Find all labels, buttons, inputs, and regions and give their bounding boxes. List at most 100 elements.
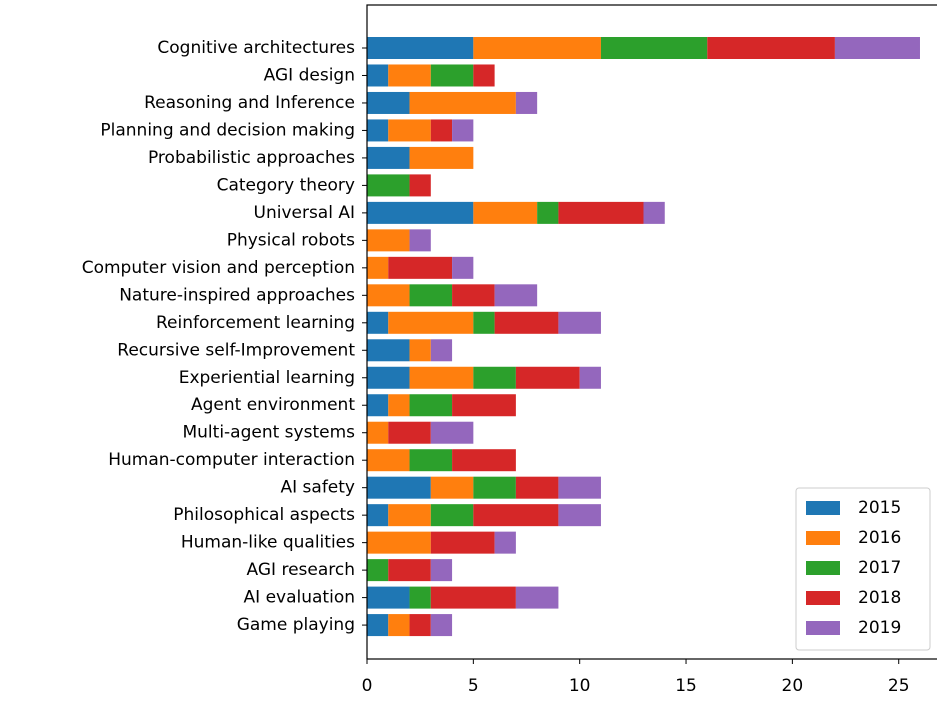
x-tick-label: 15 <box>675 676 697 696</box>
x-tick-label: 20 <box>782 676 804 696</box>
bar-segment <box>409 586 431 609</box>
bar-segment <box>515 91 538 114</box>
legend-box <box>795 487 931 651</box>
bar-segment <box>558 311 601 334</box>
y-tick-label: Planning and decision making <box>100 120 355 140</box>
bar-segment <box>367 366 410 389</box>
bar-segment <box>473 64 495 87</box>
bar-segment <box>367 504 389 527</box>
legend-swatch <box>806 501 840 515</box>
bar-segment <box>494 284 538 307</box>
y-tick-label: Reinforcement learning <box>156 313 355 333</box>
y-tick-label: AGI research <box>247 560 355 580</box>
bar-segment <box>388 256 453 279</box>
bar-segment <box>430 504 474 527</box>
bar-segment <box>388 64 431 87</box>
y-tick-label: Physical robots <box>227 230 355 250</box>
bar-segment <box>430 119 453 142</box>
bar-segment <box>388 559 431 582</box>
legend-label: 2017 <box>858 558 901 578</box>
bar-segment <box>367 586 410 609</box>
bar-segment <box>388 614 410 637</box>
bar-segment <box>558 476 601 499</box>
bar-segment <box>515 586 559 609</box>
y-tick-label: Human-like qualities <box>181 533 355 553</box>
bar-segment <box>367 119 389 142</box>
y-tick-label: Nature-inspired approaches <box>119 285 355 305</box>
bar-segment <box>452 119 474 142</box>
bar-segment <box>409 394 453 417</box>
bar-segment <box>409 449 453 472</box>
bar-segment <box>430 476 474 499</box>
y-tick-label: Probabilistic approaches <box>148 148 355 168</box>
bar-segment <box>367 37 474 59</box>
x-tick-label: 10 <box>569 676 591 696</box>
y-tick-label: Recursive self-Improvement <box>117 340 355 360</box>
bar-segment <box>388 504 431 527</box>
y-tick-label: Game playing <box>237 615 355 635</box>
bar-segment <box>473 366 516 389</box>
bar-segment <box>367 64 389 87</box>
bar-segment <box>515 366 580 389</box>
bar-segment <box>409 284 453 307</box>
bar-segment <box>367 284 410 307</box>
bar-segment <box>367 531 431 554</box>
bar-segment <box>430 614 453 637</box>
bar-segment <box>409 174 431 197</box>
bar-segment <box>367 311 389 334</box>
bar-segment <box>537 201 559 224</box>
bar-segment <box>834 37 920 59</box>
legend-label: 2018 <box>858 588 901 608</box>
bar-segment <box>367 201 474 224</box>
bar-segment <box>643 201 665 224</box>
bar-segment <box>367 146 410 169</box>
y-tick-label: Reasoning and Inference <box>144 93 355 113</box>
y-tick-label: AGI design <box>264 65 355 85</box>
bar-segment <box>409 146 474 169</box>
bar-segment <box>367 449 410 472</box>
bar-segment <box>430 421 474 444</box>
bar-segment <box>430 559 453 582</box>
bar-segment <box>367 174 410 197</box>
bar-segment <box>452 449 516 472</box>
bar-segment <box>388 119 431 142</box>
bar-segment <box>367 421 389 444</box>
y-tick-label: AI safety <box>281 478 356 498</box>
bar-segment <box>430 531 495 554</box>
legend-swatch <box>806 621 840 635</box>
bar-segment <box>409 614 431 637</box>
bar-segment <box>367 91 410 114</box>
bar-segment <box>367 614 389 637</box>
y-tick-label: Universal AI <box>254 203 356 223</box>
bar-segment <box>409 91 516 114</box>
bar-segment <box>473 311 495 334</box>
bar-segment <box>367 559 389 582</box>
bar-segment <box>409 339 431 362</box>
bar-segment <box>367 394 389 417</box>
bar-segment <box>494 531 516 554</box>
bar-segment <box>579 366 601 389</box>
bar-segment <box>409 229 431 252</box>
y-tick-label: Human-computer interaction <box>108 450 355 470</box>
y-tick-label: Computer vision and perception <box>82 258 355 278</box>
legend-label: 2019 <box>858 618 901 638</box>
legend: 2015 2016 2017 2018 2019 <box>795 487 931 651</box>
bar-segment <box>388 311 474 334</box>
plot-frame <box>366 4 937 660</box>
bars <box>367 37 920 637</box>
bar-segment <box>515 476 559 499</box>
bar-segment <box>473 504 559 527</box>
bar-segment <box>430 586 516 609</box>
bar-segment <box>430 64 474 87</box>
bar-segment <box>367 229 410 252</box>
bar-segment <box>367 476 431 499</box>
x-tick-label: 5 <box>468 676 479 696</box>
bar-segment <box>452 256 474 279</box>
bar-segment <box>558 504 601 527</box>
x-tick-label: 25 <box>888 676 910 696</box>
legend-swatch <box>806 591 840 605</box>
bar-segment <box>430 339 453 362</box>
bar-segment <box>473 476 516 499</box>
bar-segment <box>473 201 538 224</box>
